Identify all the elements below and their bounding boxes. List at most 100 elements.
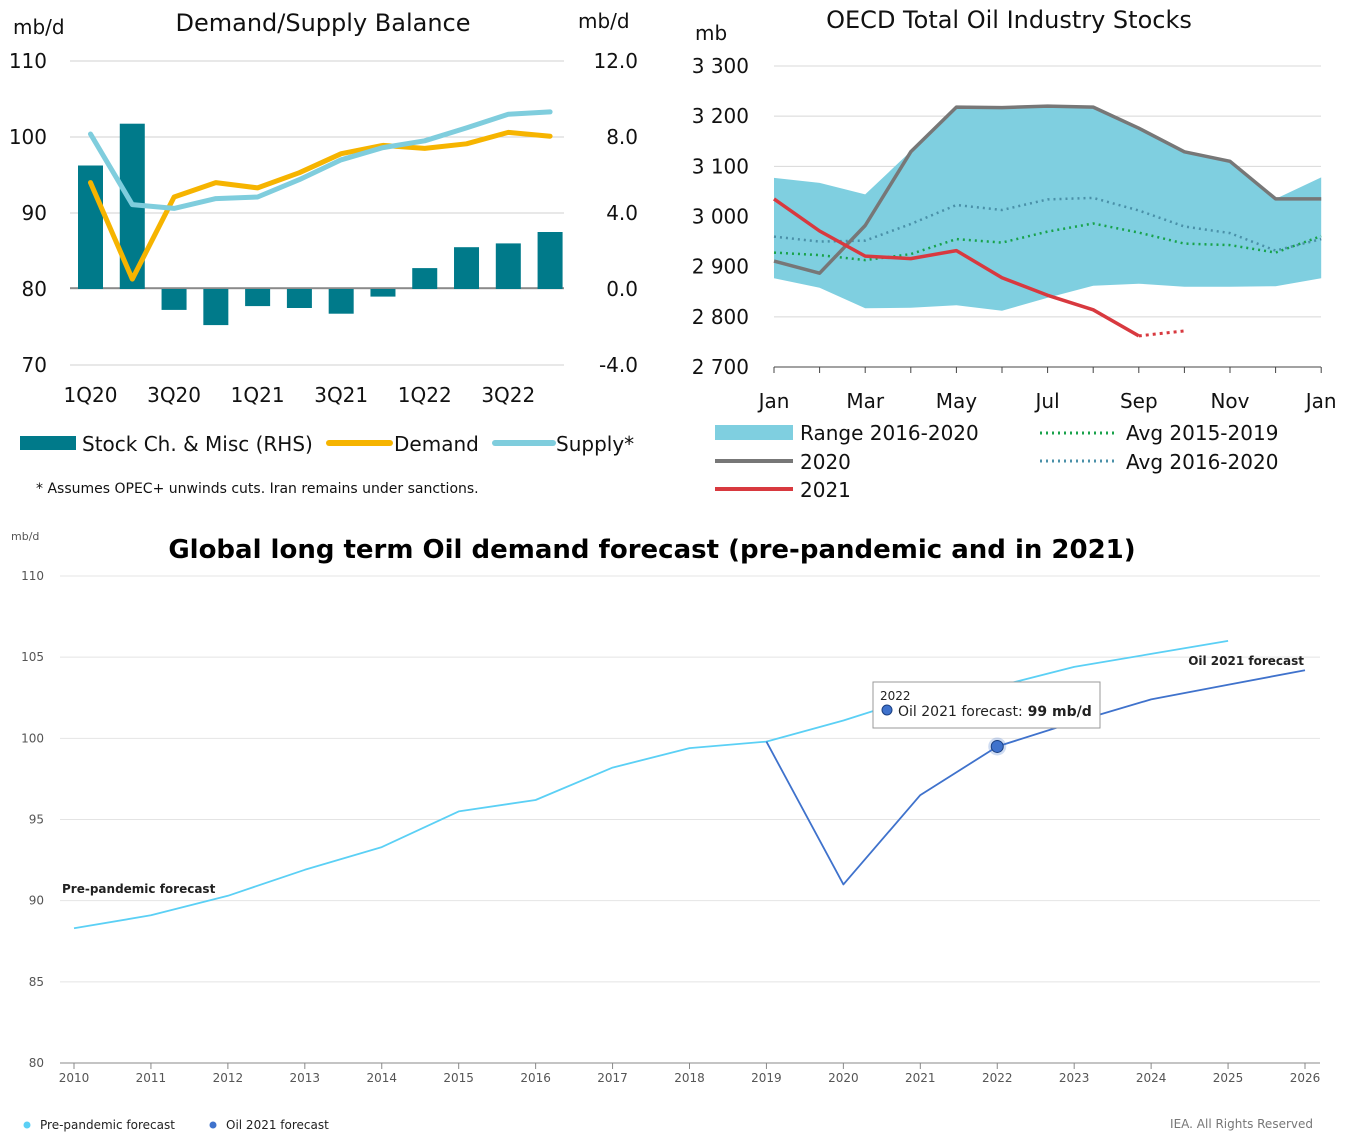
right-y-tick-label: 8.0 — [606, 125, 638, 149]
avg-2015-2019-line — [773, 222, 1322, 262]
right-y-tick-label: 0.0 — [606, 277, 638, 301]
right-y-tick-label: -4.0 — [599, 353, 638, 377]
supply-line — [88, 109, 553, 211]
x-tick-label: Jul — [1034, 389, 1060, 413]
x-tick-label: 3Q21 — [314, 383, 368, 407]
legend-label-2020: 2020 — [800, 450, 851, 474]
x-tick-label: 2018 — [674, 1071, 705, 1085]
stock-change-bar — [328, 289, 354, 314]
x-tick-label: 2010 — [59, 1071, 90, 1085]
tooltip-text: Oil 2021 forecast: 99 mb/d — [898, 704, 1092, 720]
legend-label-2021: 2021 — [800, 478, 851, 502]
x-tick-label: 2017 — [597, 1071, 628, 1085]
left-y-tick-label: 70 — [22, 353, 47, 377]
x-tick-label: 1Q21 — [231, 383, 285, 407]
line-2021 — [772, 197, 1140, 338]
y-axis-unit: mb/d — [11, 530, 39, 543]
stock-change-bar — [161, 289, 187, 310]
x-tick-label: 2012 — [213, 1071, 244, 1085]
x-tick-label: 1Q22 — [398, 383, 452, 407]
x-tick-label: 2026 — [1290, 1071, 1321, 1085]
stock-change-bar — [203, 289, 229, 326]
range-2016-2020-area — [774, 106, 1322, 311]
stock-change-bar — [370, 289, 396, 297]
y-tick-label: 105 — [21, 650, 44, 664]
x-tick-label: 3Q20 — [147, 383, 201, 407]
legend-label-demand: Demand — [394, 432, 479, 456]
x-tick-label: 2011 — [136, 1071, 167, 1085]
oil-2021-annotation: Oil 2021 forecast — [1188, 654, 1304, 668]
y-tick-label: 3 100 — [692, 154, 749, 178]
legend-label-stock: Stock Ch. & Misc (RHS) — [82, 432, 313, 456]
highlight-point — [990, 739, 1004, 753]
y-tick-label: 110 — [21, 569, 44, 583]
y-tick-label: 95 — [29, 813, 44, 827]
x-tick-label: 2013 — [290, 1071, 321, 1085]
demand-supply-balance-chart: Demand/Supply Balance mb/d mb/d 110 100 90 80 7… — [9, 9, 638, 497]
legend-swatch-range — [715, 425, 793, 440]
y-tick-label: 3 000 — [692, 205, 749, 229]
left-y-tick-label: 90 — [22, 201, 47, 225]
stock-change-bar — [286, 289, 312, 308]
x-tick-label: 2015 — [443, 1071, 474, 1085]
y-tick-label: 80 — [29, 1056, 44, 1070]
x-tick-label: 2022 — [982, 1071, 1013, 1085]
x-tick-label: 2019 — [751, 1071, 782, 1085]
stock-change-bar — [454, 247, 480, 289]
stock-change-bar — [245, 289, 271, 307]
x-tick-label: 2024 — [1136, 1071, 1167, 1085]
chart-title: Global long term Oil demand forecast (pr… — [168, 535, 1135, 565]
tooltip-label: Oil 2021 forecast: — [898, 704, 1023, 720]
x-tick-label: 3Q22 — [481, 383, 535, 407]
stock-change-bar — [537, 232, 563, 289]
y-tick-label: 90 — [29, 894, 44, 908]
x-tick-label: Mar — [846, 389, 885, 413]
legend-label-avg-2016-2020: Avg 2016-2020 — [1126, 450, 1278, 474]
x-tick-label: Jan — [757, 389, 790, 413]
x-tick-label: Nov — [1210, 389, 1249, 413]
right-y-tick-label: 4.0 — [606, 201, 638, 225]
stock-change-bar — [412, 268, 438, 289]
x-tick-label: 1Q20 — [64, 383, 118, 407]
x-tick-label: 2021 — [905, 1071, 936, 1085]
avg-2016-2020-line — [773, 196, 1322, 252]
legend-label-supply: Supply* — [556, 432, 634, 456]
chart-title: Demand/Supply Balance — [176, 9, 471, 37]
legend-marker-oil-2021 — [209, 1121, 217, 1129]
chart-title: OECD Total Oil Industry Stocks — [826, 6, 1192, 34]
x-tick-label: Sep — [1120, 389, 1158, 413]
legend-swatch-stock — [20, 436, 76, 450]
tooltip-value: 99 mb/d — [1028, 704, 1092, 720]
y-tick-label: 100 — [21, 731, 44, 745]
y-tick-label: 3 300 — [692, 54, 749, 78]
left-y-tick-label: 80 — [22, 277, 47, 301]
y-tick-label: 2 900 — [692, 255, 749, 279]
legend-label-avg-2015-2019: Avg 2015-2019 — [1126, 421, 1278, 445]
legend-label-range: Range 2016-2020 — [800, 421, 979, 445]
demand-line — [88, 129, 553, 282]
right-axis-unit: mb/d — [578, 9, 630, 33]
legend-label-oil-2021: Oil 2021 forecast — [226, 1118, 329, 1132]
stock-change-bar — [495, 243, 521, 289]
tooltip-series-marker — [881, 704, 893, 716]
y-tick-label: 2 700 — [692, 355, 749, 379]
x-tick-label: 2020 — [828, 1071, 859, 1085]
y-tick-label: 85 — [29, 975, 44, 989]
x-tick-label: 2023 — [1059, 1071, 1090, 1085]
right-y-tick-label: 12.0 — [593, 49, 638, 73]
tooltip-year: 2022 — [880, 689, 911, 703]
pre-pandemic-forecast-line — [73, 640, 1229, 930]
x-tick-label: May — [936, 389, 978, 413]
credit-text: IEA. All Rights Reserved — [1170, 1117, 1313, 1131]
tooltip-box — [872, 681, 1101, 729]
y-tick-label: 3 200 — [692, 104, 749, 128]
x-tick-label: Jan — [1304, 389, 1337, 413]
left-y-tick-label: 110 — [9, 49, 47, 73]
x-tick-label: 2016 — [520, 1071, 551, 1085]
global-oil-demand-chart: Global long term Oil demand forecast (pr… — [11, 530, 1320, 1132]
pre-pandemic-annotation: Pre-pandemic forecast — [62, 882, 216, 896]
legend-label-pre-pandemic: Pre-pandemic forecast — [40, 1118, 175, 1132]
oecd-stocks-chart: OECD Total Oil Industry Stocks mb 3 300 3 2… — [692, 6, 1337, 502]
line-2020 — [773, 104, 1322, 275]
